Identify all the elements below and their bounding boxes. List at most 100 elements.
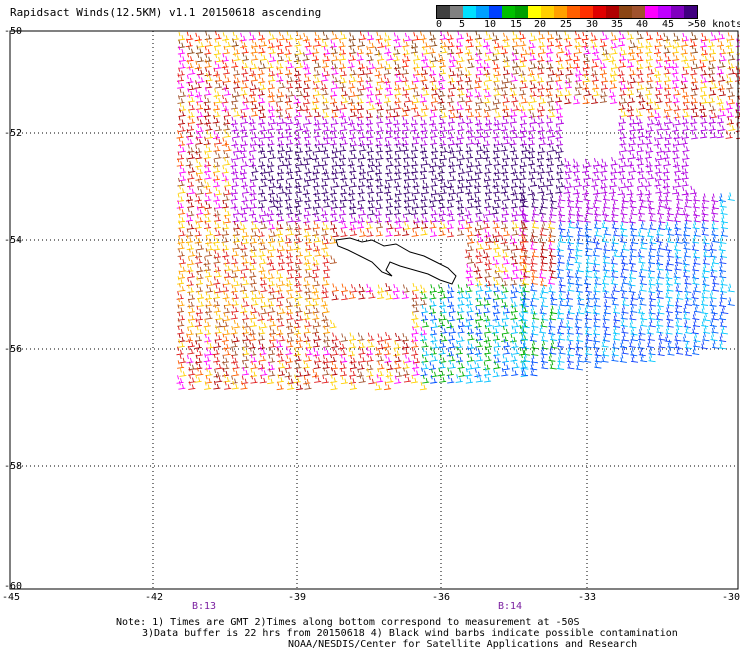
wind-barb	[693, 283, 701, 293]
wind-barb	[233, 240, 241, 250]
wind-barb	[455, 60, 463, 69]
wind-barb	[194, 333, 203, 342]
wind-barb	[674, 298, 683, 308]
wind-barb	[257, 199, 265, 209]
wind-barb	[322, 269, 331, 279]
wind-barb	[680, 46, 688, 55]
wind-barb	[681, 165, 689, 174]
wind-barb	[619, 136, 627, 146]
wind-barb	[231, 38, 239, 47]
wind-barb	[550, 270, 558, 279]
wind-barb	[594, 360, 602, 369]
wind-barb	[619, 339, 627, 349]
wind-barb	[702, 256, 710, 265]
wind-barb	[221, 94, 229, 104]
wind-barb	[429, 326, 438, 336]
wind-barb	[356, 95, 364, 104]
wind-barb	[720, 214, 728, 224]
wind-barb	[331, 158, 339, 167]
wind-barb	[446, 367, 454, 376]
wind-barb	[585, 346, 593, 356]
wind-barb	[197, 39, 205, 48]
wind-barb	[375, 137, 383, 147]
wind-barb	[284, 360, 292, 370]
wind-barb	[466, 325, 474, 335]
wind-barb	[241, 80, 249, 89]
wind-barb	[628, 256, 636, 265]
wind-barb	[648, 346, 656, 356]
wind-barb	[466, 353, 474, 363]
wind-barb	[681, 130, 690, 139]
wind-barb	[349, 206, 357, 215]
wind-barb	[413, 67, 421, 76]
wind-barb	[430, 353, 438, 362]
wind-barb	[302, 156, 310, 166]
wind-barb	[305, 46, 313, 56]
wind-barb	[621, 332, 630, 342]
wind-barb	[214, 94, 222, 104]
wind-barb	[187, 319, 195, 328]
wind-barb	[665, 289, 673, 299]
wind-barb	[212, 101, 221, 111]
wind-barb	[521, 46, 529, 56]
wind-barb	[457, 130, 465, 140]
wind-barb	[608, 185, 616, 194]
wind-barb	[177, 45, 185, 55]
wind-barb	[249, 192, 257, 201]
wind-barb	[330, 109, 339, 118]
wind-barb	[214, 31, 222, 40]
wind-barb	[681, 115, 689, 125]
wind-barb	[276, 381, 284, 391]
wind-barb	[575, 340, 583, 349]
wind-barb	[673, 213, 681, 223]
wind-barb	[629, 311, 637, 321]
wind-barb	[556, 311, 565, 320]
wind-barb	[240, 381, 248, 390]
wind-barb	[185, 234, 193, 244]
wind-barb	[512, 59, 520, 68]
wind-barb	[276, 52, 284, 62]
wind-barb	[465, 115, 473, 125]
wind-barb	[240, 87, 248, 96]
wind-barb	[581, 31, 589, 41]
wind-barb	[648, 291, 656, 301]
wind-barb	[348, 52, 356, 61]
wind-barb	[674, 227, 682, 236]
wind-barb	[438, 66, 447, 75]
wind-barb	[592, 326, 601, 336]
wind-barb	[475, 150, 484, 160]
wind-barb	[240, 248, 248, 257]
wind-barb	[286, 31, 294, 41]
wind-barb	[684, 340, 692, 350]
wind-barb	[718, 108, 726, 117]
wind-barb	[593, 311, 601, 321]
wind-barb	[195, 283, 203, 293]
wind-barb	[537, 123, 545, 133]
wind-barb	[646, 80, 654, 90]
wind-barb	[593, 318, 601, 328]
wind-barb	[574, 73, 582, 82]
wind-barb	[286, 290, 294, 299]
wind-barb	[341, 178, 349, 187]
wind-barb	[545, 87, 553, 97]
wind-barb	[403, 165, 411, 175]
wind-barb	[232, 46, 240, 55]
wind-barb	[602, 347, 610, 357]
wind-barb	[591, 95, 599, 104]
wind-barb	[640, 221, 648, 230]
wind-barb	[338, 340, 346, 350]
wind-barb	[196, 367, 204, 376]
wind-barb	[222, 367, 230, 377]
wind-barb	[386, 52, 394, 61]
wind-barb	[531, 248, 539, 258]
wind-barb	[214, 200, 222, 209]
wind-barb	[680, 80, 688, 90]
wind-barb	[683, 241, 691, 250]
wind-barb	[350, 214, 358, 224]
wind-barb	[205, 130, 214, 139]
wind-barb	[475, 291, 483, 300]
wind-barb	[259, 374, 267, 384]
wind-barb	[531, 347, 539, 356]
wind-barb	[188, 185, 196, 195]
wind-barb	[321, 115, 329, 125]
